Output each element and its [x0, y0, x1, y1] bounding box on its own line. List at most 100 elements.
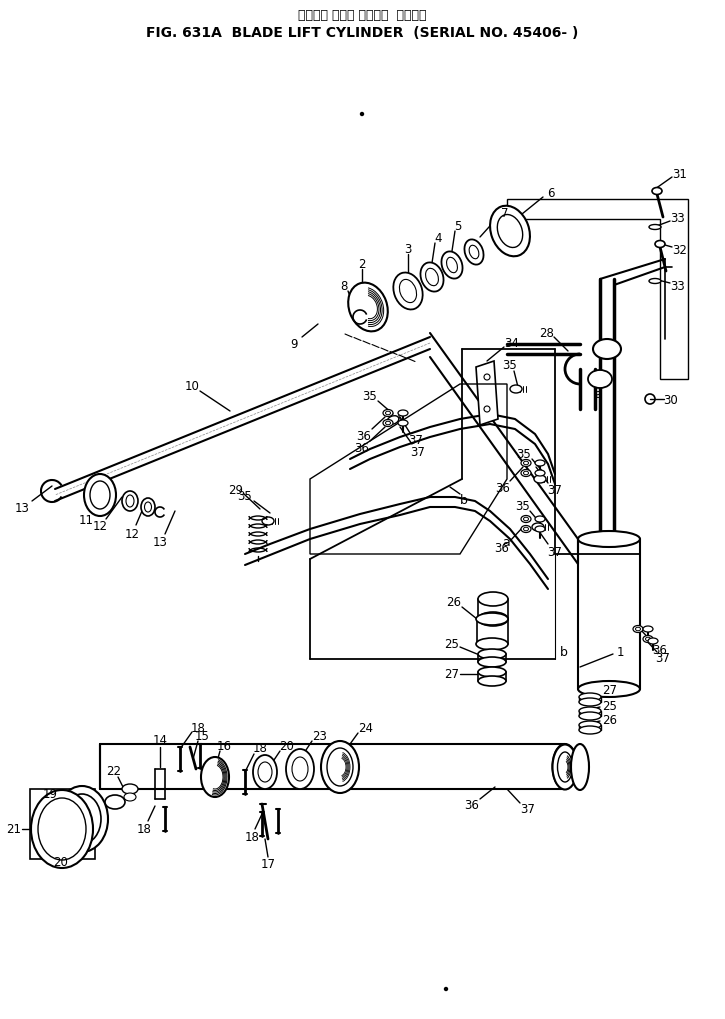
Ellipse shape: [253, 755, 277, 790]
Ellipse shape: [523, 518, 529, 522]
Text: 12: 12: [125, 527, 139, 540]
Ellipse shape: [478, 657, 506, 667]
Polygon shape: [476, 362, 498, 426]
Ellipse shape: [478, 677, 506, 687]
Ellipse shape: [105, 795, 125, 809]
Ellipse shape: [478, 592, 508, 606]
Text: 33: 33: [671, 279, 685, 292]
Ellipse shape: [386, 422, 391, 425]
Ellipse shape: [552, 745, 578, 790]
Text: 10: 10: [185, 380, 199, 393]
Text: 12: 12: [93, 520, 107, 533]
Text: b: b: [560, 646, 568, 659]
Text: 14: 14: [152, 734, 167, 747]
Circle shape: [360, 113, 363, 116]
Ellipse shape: [141, 498, 155, 517]
Ellipse shape: [398, 421, 408, 427]
Ellipse shape: [521, 470, 531, 477]
Text: 8: 8: [340, 279, 348, 292]
Text: 17: 17: [260, 858, 276, 870]
Ellipse shape: [399, 280, 417, 304]
Text: 9: 9: [290, 337, 298, 351]
Ellipse shape: [56, 787, 108, 852]
Text: 13: 13: [152, 535, 167, 548]
Text: 15: 15: [194, 729, 210, 742]
Text: b: b: [460, 493, 468, 506]
Ellipse shape: [578, 532, 640, 547]
Text: 20: 20: [280, 739, 294, 752]
Text: 28: 28: [539, 326, 555, 339]
Ellipse shape: [398, 411, 408, 417]
Ellipse shape: [420, 263, 444, 292]
Ellipse shape: [652, 189, 662, 196]
Ellipse shape: [484, 375, 490, 381]
Ellipse shape: [126, 495, 134, 507]
Ellipse shape: [258, 762, 272, 783]
Text: 30: 30: [663, 393, 679, 407]
Text: 37: 37: [410, 445, 426, 459]
Ellipse shape: [588, 371, 612, 388]
Ellipse shape: [478, 649, 506, 659]
Ellipse shape: [122, 785, 138, 794]
Text: 34: 34: [505, 336, 519, 350]
Text: 6: 6: [547, 186, 555, 200]
Text: 37: 37: [655, 651, 671, 663]
Text: 35: 35: [502, 358, 518, 371]
Text: 5: 5: [455, 219, 462, 232]
Ellipse shape: [386, 412, 391, 416]
Ellipse shape: [262, 518, 274, 526]
Ellipse shape: [476, 638, 508, 650]
Ellipse shape: [649, 225, 661, 230]
Ellipse shape: [521, 526, 531, 533]
Text: a: a: [502, 536, 510, 549]
Ellipse shape: [521, 460, 531, 467]
Text: FIG. 631A  BLADE LIFT CYLINDER  (SERIAL NO. 45406- ): FIG. 631A BLADE LIFT CYLINDER (SERIAL NO…: [146, 25, 579, 40]
Ellipse shape: [497, 215, 523, 249]
Text: 3: 3: [405, 243, 412, 255]
Text: 36: 36: [357, 429, 371, 442]
Text: 36: 36: [496, 481, 510, 494]
Text: 25: 25: [444, 638, 460, 651]
Text: 18: 18: [191, 720, 205, 734]
Ellipse shape: [394, 273, 423, 310]
Ellipse shape: [442, 252, 463, 279]
Text: 37: 37: [547, 484, 563, 497]
Ellipse shape: [63, 794, 101, 844]
Ellipse shape: [649, 279, 661, 284]
Ellipse shape: [535, 461, 545, 467]
Ellipse shape: [321, 741, 359, 793]
Text: 36: 36: [652, 643, 668, 656]
Ellipse shape: [383, 410, 393, 417]
Ellipse shape: [447, 258, 457, 273]
Ellipse shape: [636, 628, 640, 631]
Text: 22: 22: [107, 764, 122, 777]
Text: 37: 37: [521, 803, 536, 815]
Ellipse shape: [532, 524, 544, 532]
Ellipse shape: [648, 638, 658, 644]
Text: 35: 35: [238, 489, 252, 502]
Text: 26: 26: [447, 596, 462, 609]
Text: 35: 35: [515, 500, 531, 513]
Ellipse shape: [122, 491, 138, 512]
Ellipse shape: [535, 527, 545, 533]
Text: 19: 19: [43, 788, 57, 801]
Ellipse shape: [90, 482, 110, 510]
Ellipse shape: [535, 471, 545, 477]
Ellipse shape: [144, 502, 152, 513]
Text: 32: 32: [673, 244, 687, 256]
Text: 36: 36: [465, 799, 479, 812]
Ellipse shape: [579, 698, 601, 706]
Ellipse shape: [478, 667, 506, 678]
Text: 37: 37: [409, 433, 423, 446]
Ellipse shape: [633, 626, 643, 633]
Ellipse shape: [38, 798, 86, 860]
Text: 27: 27: [602, 684, 618, 697]
Ellipse shape: [579, 693, 601, 701]
Ellipse shape: [579, 707, 601, 715]
Text: 25: 25: [602, 699, 618, 712]
Text: 26: 26: [602, 713, 618, 726]
Ellipse shape: [558, 752, 573, 783]
Ellipse shape: [124, 793, 136, 801]
Text: 18: 18: [252, 742, 268, 755]
Ellipse shape: [348, 283, 388, 332]
